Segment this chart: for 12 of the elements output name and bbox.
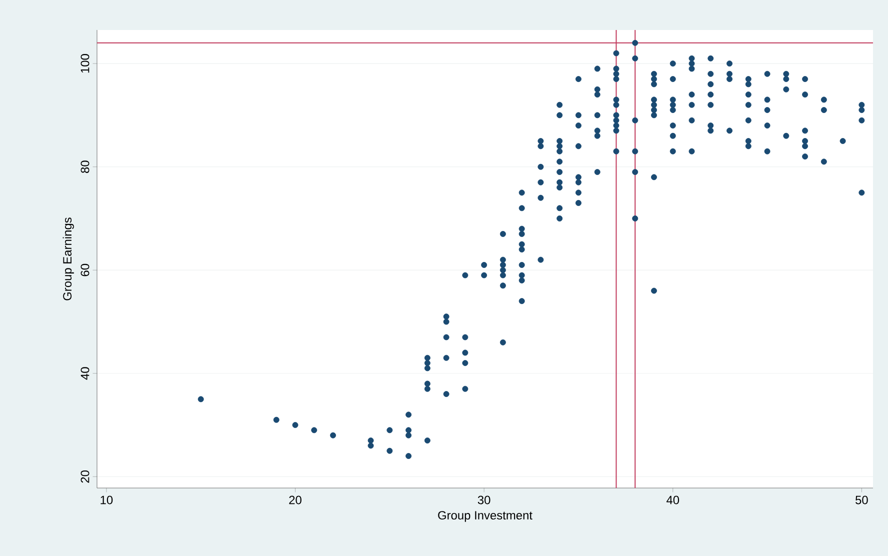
x-tick-label: 40 (666, 496, 680, 504)
y-tick-label: 80 (80, 160, 90, 173)
x-axis-title: Group Investment (438, 511, 532, 522)
x-tick-label: 10 (100, 496, 113, 504)
y-tick-label: 20 (80, 470, 90, 483)
y-tick-label: 100 (80, 54, 90, 73)
y-axis-title: Group Earnings (62, 218, 74, 300)
y-tick-label: 40 (80, 367, 90, 380)
x-tick-label: 20 (289, 496, 302, 504)
y-tick-label: 60 (80, 264, 90, 276)
x-tick-label: 30 (478, 496, 490, 504)
x-tick-label: 50 (856, 496, 868, 504)
